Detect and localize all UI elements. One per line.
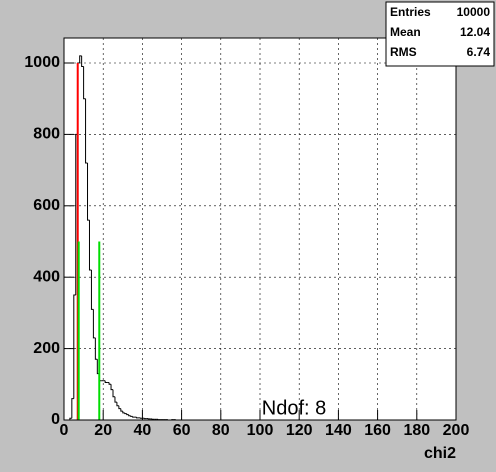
stats-label: Entries — [390, 5, 431, 19]
x-tick-label: 180 — [403, 422, 430, 439]
annotation: Ndof: 8 — [262, 397, 326, 419]
histogram-bin — [83, 66, 86, 100]
y-tick-label: 200 — [33, 340, 60, 357]
histogram-bin — [73, 294, 76, 399]
histogram-bin — [71, 398, 74, 419]
x-tick-label: 120 — [286, 422, 313, 439]
histogram-bin — [108, 382, 112, 385]
histogram-bin — [88, 220, 92, 271]
histogram-bin — [79, 55, 82, 63]
y-tick-label: 400 — [33, 268, 60, 285]
histogram-bin — [110, 384, 113, 391]
x-tick-label: 20 — [94, 422, 112, 439]
x-tick-label: 200 — [443, 422, 470, 439]
histogram-bin — [104, 380, 108, 384]
histogram-bin — [130, 415, 133, 417]
stats-rows: Entries 10000 Mean 12.04 RMS 6.74 — [390, 5, 490, 59]
histogram-bin — [69, 417, 72, 420]
y-tick-label: 1000 — [24, 54, 60, 71]
histogram-bin — [136, 417, 139, 419]
histogram-bin — [92, 309, 96, 339]
histogram-bin — [90, 270, 94, 310]
histogram-bin — [116, 402, 119, 407]
y-tick-label: 800 — [33, 126, 60, 143]
histogram-bin — [118, 405, 121, 410]
histogram-bin — [120, 408, 123, 412]
y-tick-label: 0 — [51, 411, 60, 428]
stats-value: 10000 — [457, 5, 491, 19]
histogram-bin — [81, 55, 84, 68]
frame-border — [63, 37, 457, 421]
x-tick-label: 60 — [173, 422, 191, 439]
histogram-bin — [124, 412, 127, 415]
histogram-bin — [114, 396, 117, 403]
marks-layer — [64, 55, 182, 421]
x-axis-label: chi2 — [424, 445, 456, 462]
stats-value: 6.74 — [467, 45, 491, 59]
x-tick-label: 140 — [325, 422, 352, 439]
histogram-bin — [85, 98, 88, 164]
histogram-bin — [132, 416, 135, 418]
x-tick-label: 40 — [134, 422, 152, 439]
x-tick-label: 80 — [212, 422, 230, 439]
histogram-bin — [94, 337, 98, 360]
stats-box — [385, 1, 495, 67]
y-tick-label: 600 — [33, 197, 60, 214]
histogram-bin — [126, 413, 129, 416]
histogram-bin — [122, 411, 125, 414]
stats-label: RMS — [390, 45, 417, 59]
x-tick-label: 0 — [60, 422, 69, 439]
histogram-bin — [112, 389, 115, 398]
histogram-bin — [87, 162, 90, 221]
stats-value: 12.04 — [460, 25, 490, 39]
x-tick-label: 100 — [247, 422, 274, 439]
x-tick-label: 160 — [364, 422, 391, 439]
stats-label: Mean — [390, 25, 421, 39]
histogram-bin — [128, 414, 131, 417]
